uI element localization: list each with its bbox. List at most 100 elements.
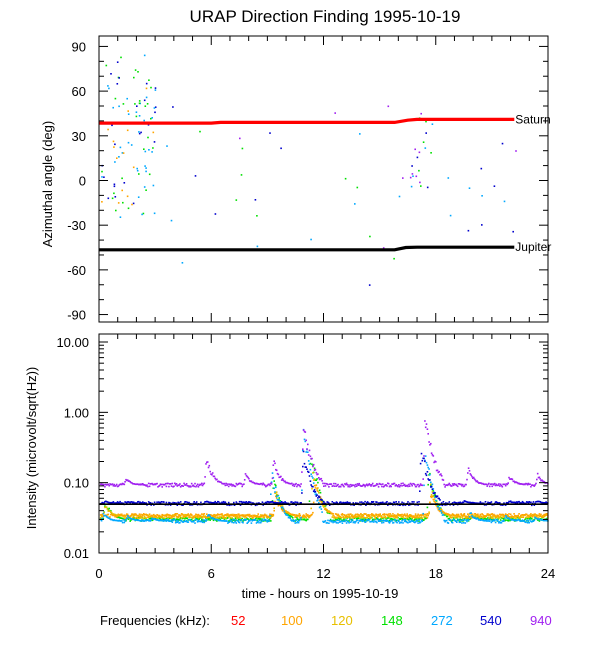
intensity-point (482, 514, 484, 516)
intensity-point (280, 504, 282, 507)
azimuth-point (368, 284, 371, 286)
intensity-ytick-label: 10.00 (56, 335, 89, 350)
intensity-point (360, 513, 362, 515)
intensity-point (328, 520, 331, 522)
intensity-point (250, 515, 253, 518)
intensity-point (382, 486, 385, 488)
intensity-point (174, 519, 176, 521)
intensity-point (314, 479, 317, 481)
intensity-point (199, 514, 201, 517)
azimuth-point (148, 149, 150, 151)
intensity-ytick-label: 0.01 (64, 546, 89, 561)
intensity-point (408, 485, 411, 487)
azimuth-point (181, 262, 184, 264)
intensity-point (432, 488, 435, 490)
intensity-point (319, 491, 322, 494)
intensity-point (381, 485, 383, 488)
intensity-point (248, 480, 251, 482)
intensity-point (442, 501, 445, 503)
intensity-point (387, 520, 389, 522)
intensity-point (141, 483, 143, 486)
intensity-point (136, 483, 138, 485)
intensity-point (275, 469, 278, 472)
intensity-point (170, 517, 173, 519)
legend-item-540: 540 (480, 613, 502, 628)
saturn-label: Saturn (515, 112, 550, 126)
intensity-point (207, 466, 210, 469)
intensity-point (291, 519, 294, 521)
azimuth-point (123, 182, 126, 184)
azimuth-ytick-label: -30 (67, 218, 86, 233)
intensity-point (328, 510, 330, 512)
intensity-point (257, 513, 259, 515)
intensity-point (175, 483, 178, 485)
intensity-point (429, 501, 431, 504)
intensity-point (161, 486, 163, 488)
intensity-point (124, 520, 126, 522)
intensity-point (315, 495, 318, 497)
intensity-point (330, 512, 333, 515)
intensity-point (333, 515, 335, 517)
azimuth-point (154, 111, 156, 114)
intensity-point (417, 504, 419, 506)
azimuth-point (131, 203, 133, 206)
intensity-point (122, 519, 125, 521)
azimuth-point (501, 142, 504, 145)
intensity-point (197, 513, 200, 516)
intensity-point (408, 517, 411, 519)
intensity-point (229, 519, 232, 521)
intensity-point (327, 483, 329, 486)
intensity-point (430, 483, 432, 486)
intensity-series-272 (99, 428, 549, 524)
intensity-xtick-label: 6 (208, 566, 215, 581)
intensity-point (449, 516, 451, 518)
intensity-point (193, 485, 195, 488)
azimuth-point (136, 167, 138, 170)
intensity-point (462, 519, 465, 522)
intensity-point (327, 512, 329, 514)
intensity-point (195, 502, 197, 504)
intensity-point (329, 519, 332, 522)
intensity-point (101, 483, 104, 486)
intensity-point (114, 502, 116, 504)
intensity-point (172, 514, 174, 516)
intensity-point (259, 521, 262, 524)
intensity-point (467, 501, 470, 504)
intensity-point (339, 485, 341, 488)
intensity-point (280, 475, 282, 478)
intensity-point (342, 516, 344, 518)
intensity-point (264, 485, 267, 488)
intensity-point (336, 517, 339, 519)
intensity-point (233, 521, 235, 524)
intensity-point (522, 483, 525, 486)
intensity-point (248, 520, 251, 522)
intensity-point (439, 510, 441, 513)
intensity-point (148, 485, 151, 488)
azimuth-point (154, 89, 157, 91)
intensity-point (488, 514, 490, 517)
intensity-point (400, 521, 403, 524)
intensity-point (233, 515, 235, 517)
intensity-point (194, 514, 196, 517)
intensity-point (307, 518, 309, 521)
intensity-point (340, 513, 343, 516)
intensity-point (254, 515, 257, 518)
intensity-point (396, 517, 398, 519)
intensity-point (298, 516, 301, 518)
intensity-point (313, 491, 316, 494)
intensity-point (305, 519, 307, 522)
intensity-point (421, 459, 424, 462)
azimuth-point (144, 150, 147, 153)
intensity-point (187, 521, 190, 523)
intensity-point (234, 517, 237, 519)
intensity-point (409, 515, 412, 518)
intensity-point (114, 485, 116, 487)
intensity-point (445, 502, 447, 504)
intensity-series-120 (99, 472, 549, 520)
intensity-point (182, 514, 184, 516)
intensity-point (371, 513, 374, 516)
intensity-point (434, 501, 436, 503)
intensity-point (323, 521, 325, 523)
intensity-point (345, 514, 348, 516)
intensity-point (265, 516, 268, 518)
